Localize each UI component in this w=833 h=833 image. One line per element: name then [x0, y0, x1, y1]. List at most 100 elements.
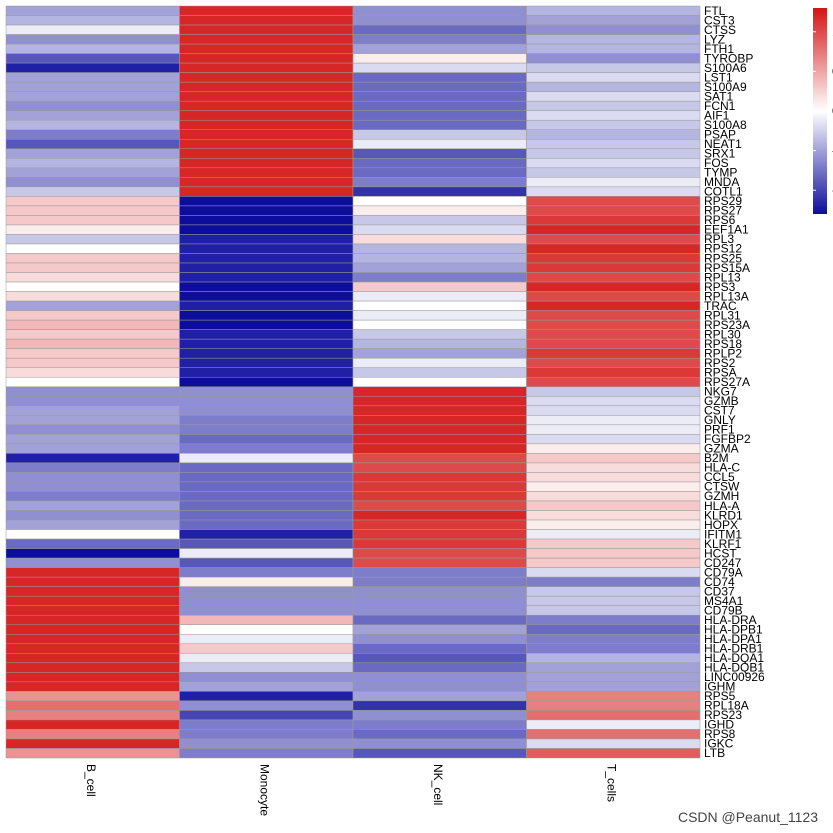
row-label: SAT1: [704, 89, 733, 103]
heatmap-cell: [526, 691, 701, 702]
heatmap-cell: [5, 329, 180, 340]
heatmap-cell: [179, 376, 354, 388]
heatmap-cell: [526, 405, 701, 416]
heatmap-cells: [5, 5, 701, 759]
heatmap-cell: [5, 5, 180, 16]
heatmap-cell: [526, 15, 701, 26]
heatmap-cell: [179, 81, 354, 92]
row-label: IFITM1: [704, 527, 742, 541]
heatmap-cell: [179, 643, 354, 654]
row-label: TRAC: [704, 299, 737, 313]
heatmap-cell: [179, 586, 354, 597]
heatmap-cell: [526, 605, 701, 616]
heatmap-cell: [5, 24, 180, 35]
heatmap-cell: [526, 243, 701, 254]
row-label: GZMH: [704, 489, 739, 503]
heatmap-cell: [352, 376, 527, 388]
heatmap-cell: [352, 643, 527, 654]
color-legend: 10.50-0.5-1: [813, 8, 833, 214]
heatmap-cell: [352, 186, 527, 197]
row-label: RPL31: [704, 308, 741, 322]
heatmap-cell: [5, 205, 180, 216]
heatmap-cell: [352, 634, 527, 645]
row-label: RPL30: [704, 327, 741, 341]
heatmap-cell: [5, 500, 180, 511]
heatmap-cell: [526, 529, 701, 540]
heatmap-cell: [5, 453, 180, 464]
heatmap-cell: [526, 415, 701, 426]
row-label: PRF1: [704, 423, 735, 437]
row-label: CTSS: [704, 23, 736, 37]
heatmap-cell: [179, 43, 354, 54]
heatmap-cell: [526, 205, 701, 216]
heatmap-cell: [5, 415, 180, 426]
heatmap-cell: [352, 491, 527, 502]
heatmap-cell: [5, 119, 180, 131]
heatmap-cell: [526, 291, 701, 302]
heatmap-cell: [526, 472, 701, 483]
row-label: RPS8: [704, 727, 736, 741]
heatmap-cell: [526, 738, 701, 749]
heatmap-cell: [5, 291, 180, 302]
heatmap-cell: [352, 272, 527, 283]
heatmap-cell: [5, 100, 180, 111]
heatmap-cell: [179, 443, 354, 454]
heatmap-cell: [5, 653, 180, 664]
heatmap-cell: [352, 310, 527, 321]
heatmap-cell: [179, 5, 354, 16]
heatmap-cell: [179, 472, 354, 483]
heatmap-cell: [179, 510, 354, 521]
heatmap-cell: [352, 405, 527, 416]
heatmap-cell: [179, 491, 354, 502]
heatmap-cell: [352, 386, 527, 397]
heatmap-cell: [526, 34, 701, 45]
heatmap-cell: [5, 738, 180, 749]
row-label: FTH1: [704, 42, 734, 56]
heatmap-cell: [5, 62, 180, 73]
heatmap-cell: [526, 177, 701, 188]
heatmap-cell: [352, 415, 527, 426]
row-label: GZMB: [704, 394, 739, 408]
heatmap-cell: [179, 272, 354, 283]
row-label: MNDA: [704, 175, 739, 189]
heatmap-cell: [526, 576, 701, 587]
heatmap-cell: [5, 595, 180, 606]
heatmap-cell: [179, 319, 354, 330]
row-label: RPS18: [704, 337, 742, 351]
heatmap-cell: [5, 186, 180, 197]
heatmap-cell: [179, 129, 354, 140]
heatmap-cell: [5, 462, 180, 473]
row-label: RPS6: [704, 213, 736, 227]
heatmap-cell: [179, 291, 354, 302]
heatmap-cell: [179, 529, 354, 540]
heatmap-cell: [5, 357, 180, 368]
heatmap-cell: [352, 576, 527, 587]
heatmap-cell: [526, 272, 701, 283]
heatmap-cell: [526, 453, 701, 464]
heatmap-cell: [526, 367, 701, 378]
row-label: FCN1: [704, 99, 736, 113]
heatmap-cell: [179, 386, 354, 397]
heatmap-cell: [5, 624, 180, 635]
heatmap-cell: [5, 148, 180, 159]
heatmap-cell: [352, 481, 527, 492]
heatmap-cell: [352, 215, 527, 226]
heatmap-cell: [5, 34, 180, 45]
heatmap-cell: [5, 443, 180, 454]
heatmap-cell: [526, 672, 701, 683]
heatmap-cell: [352, 158, 527, 169]
heatmap-cell: [526, 519, 701, 530]
heatmap-cell: [5, 396, 180, 407]
heatmap-cell: [179, 62, 354, 73]
heatmap-cell: [179, 196, 354, 207]
heatmap-cell: [352, 586, 527, 597]
heatmap-cell: [526, 234, 701, 245]
heatmap-cell: [352, 462, 527, 473]
heatmap-cell: [352, 672, 527, 683]
row-label: HLA-A: [704, 499, 739, 513]
row-label: RPS23: [704, 708, 742, 722]
row-label: COTL1: [704, 185, 743, 199]
row-label: RPL13A: [704, 289, 749, 303]
heatmap-cell: [179, 481, 354, 492]
heatmap-cell: [179, 500, 354, 511]
